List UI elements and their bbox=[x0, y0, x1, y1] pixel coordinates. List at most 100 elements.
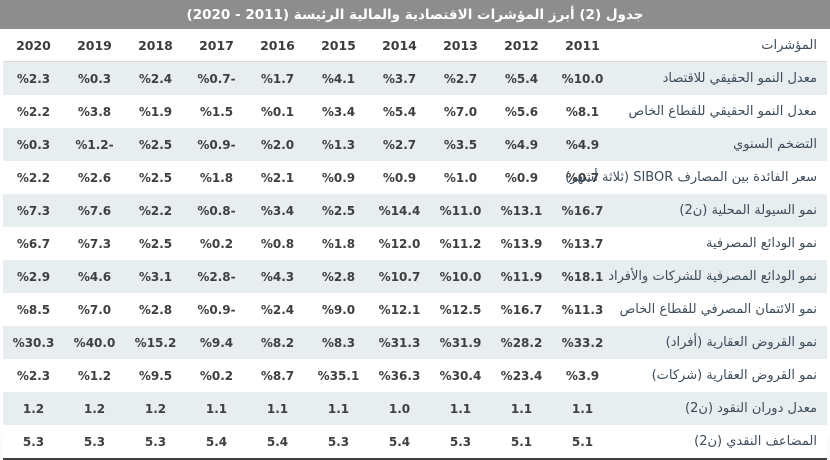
table-row: %0.3 %1.2- %2.5 %0.9- %2.0 %1.3 %2.7 %3.5 %4.9 %4… bbox=[3, 128, 827, 161]
indicator-value: 1.2 bbox=[22, 401, 45, 416]
indicator-value: %5.4 bbox=[382, 104, 417, 119]
indicator-value: %1.3 bbox=[321, 137, 356, 152]
indicator-value: %7.3 bbox=[16, 203, 51, 218]
indicator-value: 5.3 bbox=[430, 425, 491, 460]
indicator-value: %0.8- bbox=[197, 203, 236, 218]
year-header: 2018 bbox=[125, 29, 186, 62]
table-row: 1.2 1.2 1.2 1.1 1.1 1.1 1.0 1.1 1.1 1.1 معدل دوران… bbox=[3, 392, 827, 425]
indicators-tbody: %2.3 %0.3 %2.4 %0.7- %1.7 %4.1 %3.7 %2.7 %5.4 %10… bbox=[3, 61, 827, 460]
indicator-value: %11.3 bbox=[561, 302, 604, 317]
indicator-value: 1.1 bbox=[205, 401, 228, 416]
indicator-value: %3.9 bbox=[565, 368, 600, 383]
indicator-label: معدل النمو الحقيقي للقطاع الخاص bbox=[628, 104, 818, 119]
indicator-value: 1.0 bbox=[388, 401, 411, 416]
indicator-value: %40.0 bbox=[73, 335, 116, 350]
indicator-value: %0.9- bbox=[197, 302, 236, 317]
indicator-value: %18.1 bbox=[561, 269, 604, 284]
indicator-value: %12.1 bbox=[378, 302, 421, 317]
indicator-value: %5.6 bbox=[504, 104, 539, 119]
indicator-label: نمو الودائع المصرفية للشركات والأفراد bbox=[608, 269, 817, 284]
year-header: 2012 bbox=[491, 29, 552, 62]
indicator-value: 1.1 bbox=[266, 401, 289, 416]
indicator-value: 5.3 bbox=[64, 425, 125, 460]
indicator-value: %2.5 bbox=[138, 170, 173, 185]
indicator-value: %15.2 bbox=[134, 335, 177, 350]
indicator-value: %2.0 bbox=[260, 137, 295, 152]
indicator-value: 5.3 bbox=[125, 425, 186, 460]
indicator-value: %2.2 bbox=[16, 104, 51, 119]
indicator-label: نمو القروض العقارية (أفراد) bbox=[665, 335, 817, 350]
indicator-value: %2.6 bbox=[77, 170, 112, 185]
indicator-value: %3.4 bbox=[260, 203, 295, 218]
indicator-value: %9.4 bbox=[199, 335, 234, 350]
indicator-value: %13.9 bbox=[500, 236, 543, 251]
indicator-value: %2.5 bbox=[321, 203, 356, 218]
indicator-value: %7.3 bbox=[77, 236, 112, 251]
indicator-value: %2.2 bbox=[16, 170, 51, 185]
indicator-label: نمو السيولة المحلية (ن2) bbox=[679, 203, 817, 218]
indicator-value: %33.2 bbox=[561, 335, 604, 350]
indicator-value: %30.3 bbox=[12, 335, 55, 350]
indicator-value: %0.3 bbox=[16, 137, 51, 152]
year-header: 2014 bbox=[369, 29, 430, 62]
indicator-value: 1.1 bbox=[571, 401, 594, 416]
indicator-value: %0.9 bbox=[504, 170, 539, 185]
indicator-value: %7.0 bbox=[443, 104, 478, 119]
indicators-table: 2020 2019 2018 2017 2016 2015 2014 2013 2012 2011… bbox=[3, 29, 827, 460]
indicator-value: %31.9 bbox=[439, 335, 482, 350]
indicator-value: %14.4 bbox=[378, 203, 421, 218]
indicator-value: 1.1 bbox=[449, 401, 472, 416]
year-header: 2016 bbox=[247, 29, 308, 62]
year-header: 2017 bbox=[186, 29, 247, 62]
indicator-value: %11.2 bbox=[439, 236, 482, 251]
year-header: 2011 bbox=[552, 29, 613, 62]
indicator-value: %2.3 bbox=[16, 368, 51, 383]
indicator-label: نمو القروض العقارية (شركات) bbox=[651, 368, 817, 383]
year-header: 2020 bbox=[3, 29, 64, 62]
indicator-value: %2.3 bbox=[16, 71, 51, 86]
year-header: 2015 bbox=[308, 29, 369, 62]
indicator-value: %0.2 bbox=[199, 236, 234, 251]
indicator-value: %3.1 bbox=[138, 269, 173, 284]
table-row: %2.3 %1.2 %9.5 %0.2 %8.7 %35.1 %36.3 %30.4 %23.4… bbox=[3, 359, 827, 392]
indicator-value: %30.4 bbox=[439, 368, 482, 383]
table-header-row: 2020 2019 2018 2017 2016 2015 2014 2013 2012 2011… bbox=[3, 29, 827, 62]
indicator-label: التضخم السنوي bbox=[733, 137, 817, 152]
indicator-value: %1.2- bbox=[75, 137, 114, 152]
year-header: 2013 bbox=[430, 29, 491, 62]
indicator-value: %4.1 bbox=[321, 71, 356, 86]
indicator-value: %8.5 bbox=[16, 302, 51, 317]
indicator-value: %3.4 bbox=[321, 104, 356, 119]
indicator-value: %1.8 bbox=[321, 236, 356, 251]
table-row: %2.3 %0.3 %2.4 %0.7- %1.7 %4.1 %3.7 %2.7 %5.4 %10… bbox=[3, 61, 827, 95]
indicator-value: %2.9 bbox=[16, 269, 51, 284]
indicator-value: 5.1 bbox=[552, 425, 613, 460]
indicator-value: %4.9 bbox=[504, 137, 539, 152]
indicator-value: %0.1 bbox=[260, 104, 295, 119]
indicator-value: %35.1 bbox=[317, 368, 360, 383]
indicator-value: %11.9 bbox=[500, 269, 543, 284]
indicator-value: %36.3 bbox=[378, 368, 421, 383]
indicator-value: 5.3 bbox=[308, 425, 369, 460]
table-row: %2.9 %4.6 %3.1 %2.8- %4.3 %2.8 %10.7 %10.0 %11.9… bbox=[3, 260, 827, 293]
indicator-value: 1.2 bbox=[83, 401, 106, 416]
indicator-value: 5.4 bbox=[247, 425, 308, 460]
indicator-value: %3.5 bbox=[443, 137, 478, 152]
indicator-value: %31.3 bbox=[378, 335, 421, 350]
indicator-value: %5.4 bbox=[504, 71, 539, 86]
indicator-value: %13.1 bbox=[500, 203, 543, 218]
indicator-value: %2.2 bbox=[138, 203, 173, 218]
indicator-value: %8.2 bbox=[260, 335, 295, 350]
indicator-column-header: المؤشرات bbox=[613, 29, 827, 62]
indicator-value: %0.9- bbox=[197, 137, 236, 152]
indicator-value: %3.8 bbox=[77, 104, 112, 119]
indicator-value: %2.8 bbox=[138, 302, 173, 317]
table-row: %7.3 %7.6 %2.2 %0.8- %3.4 %2.5 %14.4 %11.0 %13.1… bbox=[3, 194, 827, 227]
indicator-value: %6.7 bbox=[16, 236, 51, 251]
indicator-value: %13.7 bbox=[561, 236, 604, 251]
indicator-value: %1.9 bbox=[138, 104, 173, 119]
indicator-label: معدل النمو الحقيقي للاقتصاد bbox=[662, 71, 817, 86]
table-row: 5.3 5.3 5.3 5.4 5.4 5.3 5.4 5.3 5.1 5.1 المضاعف ال… bbox=[3, 425, 827, 460]
indicator-value: %4.9 bbox=[565, 137, 600, 152]
